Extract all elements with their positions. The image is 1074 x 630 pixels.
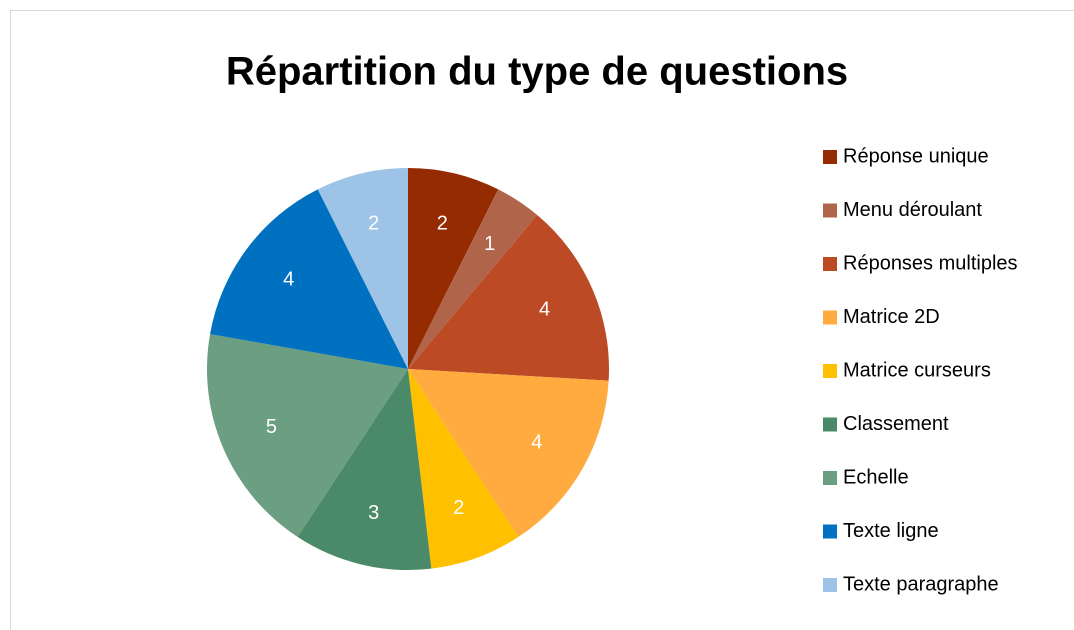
legend-swatch [823,471,837,485]
pie-slice [317,168,408,369]
legend-label: Matrice 2D [843,306,940,328]
data-label: 4 [539,298,550,320]
legend-label: Réponse unique [843,145,989,167]
data-label: 1 [484,233,495,255]
legend-swatch [823,578,837,592]
legend-label: Classement [843,413,949,435]
data-label: 3 [368,502,379,524]
legend-swatch [823,417,837,432]
pie-slice [408,168,499,369]
legend-label: Texte paragraphe [843,573,999,595]
data-label: 2 [368,213,379,235]
legend-label: Réponses multiples [843,252,1018,274]
data-label: 2 [437,213,448,235]
pie-slice [297,369,432,571]
pie-slice [210,189,408,369]
legend-swatch [823,524,837,539]
legend-label: Matrice curseurs [843,359,991,381]
legend-label: Menu déroulant [843,199,982,221]
pie-slice [408,215,609,381]
legend-swatch [823,310,837,325]
pie-slice [408,369,519,569]
legend-label: Echelle [843,466,909,488]
data-label: 5 [266,416,277,438]
data-label: 2 [453,497,464,519]
chart-title: Répartition du type de questions [226,50,848,94]
pie-slice [207,334,408,537]
legend-swatch [823,150,837,164]
pie-slice [408,189,538,369]
pie-slice [408,369,609,537]
legend-swatch [823,257,837,271]
legend-swatch [823,364,837,378]
legend-swatch [823,203,837,218]
legend-label: Texte ligne [843,520,939,542]
data-label: 4 [531,432,542,454]
data-label: 4 [283,268,294,290]
